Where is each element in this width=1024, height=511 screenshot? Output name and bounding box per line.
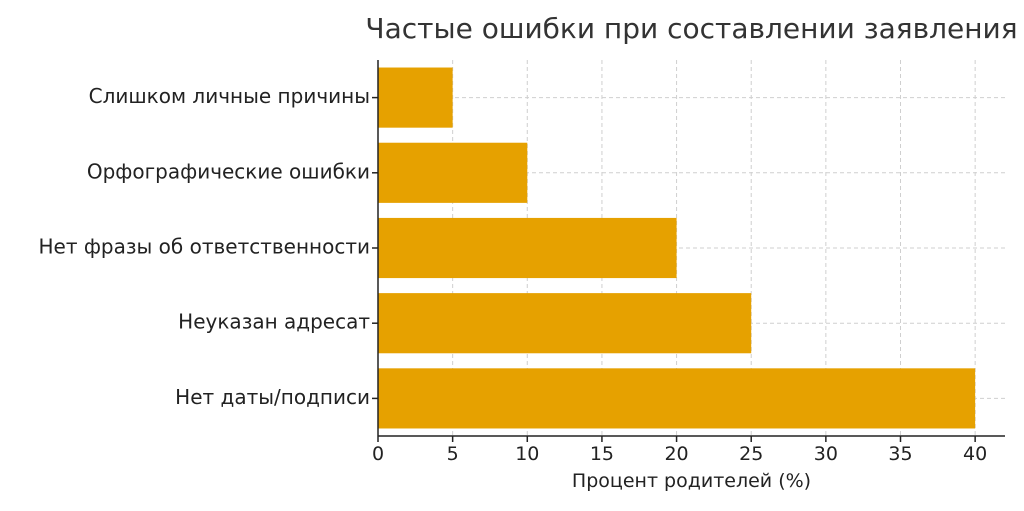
x-tick-label: 35 xyxy=(888,443,912,465)
category-label: Нет фразы об ответственности xyxy=(38,235,370,259)
x-tick-label: 0 xyxy=(372,443,384,465)
bar xyxy=(378,368,976,429)
category-label: Орфографические ошибки xyxy=(87,159,370,183)
category-label: Неуказан адресат xyxy=(178,310,370,334)
x-tick-label: 10 xyxy=(515,443,539,465)
x-tick-label: 25 xyxy=(739,443,763,465)
bar xyxy=(378,217,677,279)
category-labels: Слишком личные причины Орфографические ош… xyxy=(38,84,378,409)
chart-title: Частые ошибки при составлении заявления xyxy=(365,12,1017,45)
x-tick-label: 20 xyxy=(664,443,688,465)
x-tick-label: 5 xyxy=(447,443,459,465)
bar xyxy=(378,293,752,354)
x-ticks: 0 5 10 15 20 25 30 35 40 xyxy=(372,436,987,465)
x-tick-label: 30 xyxy=(814,443,838,465)
bars xyxy=(378,67,976,429)
x-axis-label: Процент родителей (%) xyxy=(572,470,811,492)
bar xyxy=(378,67,453,128)
bar xyxy=(378,142,528,203)
x-tick-label: 40 xyxy=(963,443,987,465)
category-label: Нет даты/подписи xyxy=(175,385,370,409)
x-tick-label: 15 xyxy=(590,443,614,465)
category-label: Слишком личные причины xyxy=(89,84,370,108)
